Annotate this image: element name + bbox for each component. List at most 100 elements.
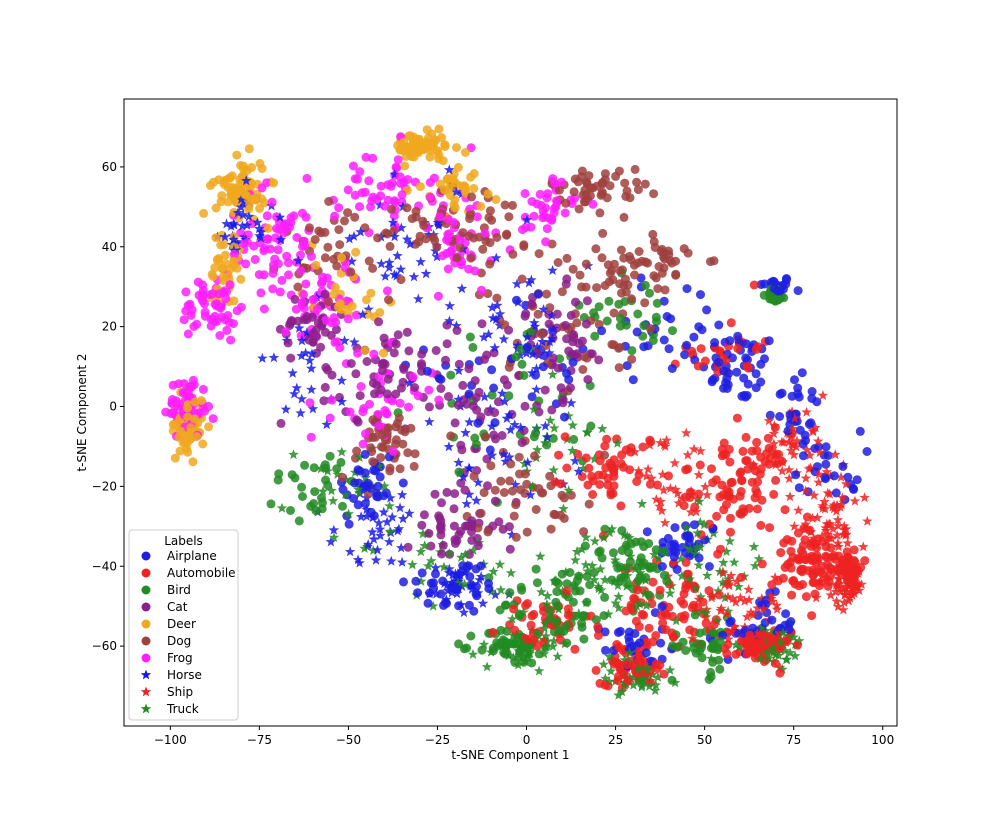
legend-label-deer: Deer bbox=[167, 617, 196, 631]
point-truck bbox=[604, 651, 615, 662]
point-truck bbox=[589, 453, 600, 464]
point-truck bbox=[730, 639, 742, 650]
point-cat bbox=[399, 363, 408, 372]
point-horse bbox=[453, 457, 464, 468]
point-frog bbox=[456, 260, 466, 270]
point-airplane bbox=[756, 377, 766, 387]
point-truck bbox=[317, 485, 329, 496]
point-dog bbox=[648, 229, 658, 239]
point-bird bbox=[517, 359, 527, 369]
point-airplane bbox=[659, 296, 669, 306]
point-ship bbox=[739, 595, 750, 606]
point-truck bbox=[582, 565, 593, 576]
point-bird bbox=[715, 664, 725, 674]
point-deer bbox=[399, 146, 409, 156]
point-cat bbox=[452, 536, 462, 546]
point-ship bbox=[833, 541, 844, 552]
point-frog bbox=[306, 432, 316, 442]
point-airplane bbox=[831, 488, 841, 498]
point-automobile bbox=[612, 434, 622, 444]
point-bird bbox=[542, 440, 552, 450]
point-frog bbox=[256, 288, 266, 298]
point-dog bbox=[314, 226, 324, 236]
point-airplane bbox=[564, 375, 574, 385]
point-dog bbox=[368, 415, 378, 425]
point-airplane bbox=[741, 339, 751, 349]
point-automobile bbox=[681, 465, 691, 475]
point-horse bbox=[494, 320, 505, 330]
point-airplane bbox=[642, 527, 652, 537]
point-automobile bbox=[679, 589, 689, 599]
point-automobile bbox=[695, 460, 705, 470]
point-dog bbox=[467, 192, 477, 202]
point-horse bbox=[385, 492, 396, 503]
point-frog bbox=[325, 413, 335, 423]
point-bird bbox=[715, 637, 725, 647]
point-ship bbox=[835, 471, 847, 482]
point-cat bbox=[362, 357, 372, 366]
point-horse bbox=[228, 234, 239, 245]
point-frog bbox=[330, 211, 340, 221]
point-bird bbox=[640, 280, 650, 290]
point-horse bbox=[381, 516, 393, 527]
point-dog bbox=[500, 320, 510, 330]
point-cat bbox=[577, 336, 587, 346]
point-horse bbox=[494, 308, 506, 319]
point-dog bbox=[517, 274, 527, 284]
legend-item-ship: Ship bbox=[140, 685, 193, 699]
point-deer bbox=[219, 179, 229, 189]
point-bird bbox=[534, 649, 544, 659]
point-airplane bbox=[597, 326, 607, 336]
legend-marker-airplane bbox=[141, 551, 151, 561]
point-dog bbox=[504, 212, 514, 222]
point-truck bbox=[541, 598, 553, 609]
point-cat bbox=[403, 542, 413, 552]
legend-item-horse: Horse bbox=[140, 668, 202, 682]
point-dog bbox=[584, 499, 594, 509]
point-frog bbox=[309, 294, 319, 304]
point-deer bbox=[429, 136, 439, 146]
point-automobile bbox=[757, 559, 767, 569]
point-cat bbox=[449, 521, 459, 531]
point-ship bbox=[791, 441, 802, 452]
point-airplane bbox=[512, 295, 521, 305]
point-deer bbox=[263, 223, 273, 233]
point-automobile bbox=[613, 676, 623, 685]
point-horse bbox=[352, 554, 364, 565]
point-frog bbox=[397, 197, 407, 207]
point-cat bbox=[419, 510, 429, 520]
point-ship bbox=[660, 441, 671, 451]
point-automobile bbox=[825, 571, 835, 581]
point-bird bbox=[604, 296, 614, 306]
point-automobile bbox=[749, 280, 759, 290]
point-bird bbox=[502, 626, 512, 636]
point-horse bbox=[444, 300, 456, 311]
point-frog bbox=[262, 211, 272, 221]
point-dog bbox=[419, 221, 429, 230]
point-frog bbox=[250, 255, 260, 264]
point-bird bbox=[621, 320, 631, 330]
point-truck bbox=[570, 554, 581, 565]
point-cat bbox=[562, 334, 572, 344]
point-truck bbox=[571, 546, 583, 557]
point-automobile bbox=[694, 489, 704, 499]
point-airplane bbox=[681, 548, 690, 558]
point-horse bbox=[397, 513, 409, 524]
point-truck bbox=[505, 567, 517, 578]
point-horse bbox=[387, 511, 398, 522]
point-ship bbox=[768, 428, 779, 439]
point-ship bbox=[672, 488, 683, 498]
point-deer bbox=[190, 397, 200, 407]
point-cat bbox=[558, 398, 568, 408]
point-truck bbox=[653, 552, 664, 563]
point-dog bbox=[368, 263, 378, 273]
point-cat bbox=[379, 333, 389, 343]
point-automobile bbox=[570, 644, 580, 654]
point-dog bbox=[660, 285, 670, 295]
point-truck bbox=[676, 570, 688, 581]
point-cat bbox=[520, 401, 530, 411]
point-airplane bbox=[666, 540, 676, 550]
point-dog bbox=[346, 267, 356, 277]
point-truck bbox=[452, 577, 464, 588]
legend-item-cat: Cat bbox=[141, 600, 188, 614]
